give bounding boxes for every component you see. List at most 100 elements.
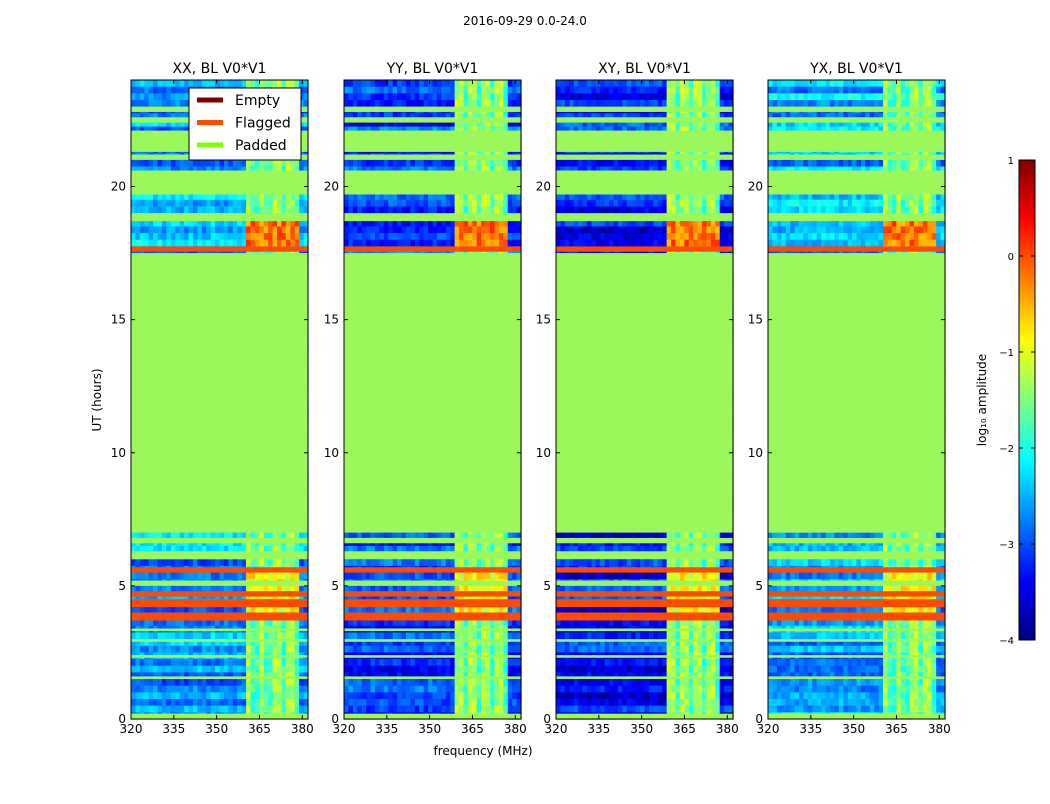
heatmap-cell	[158, 233, 163, 240]
heatmap-cell	[299, 206, 304, 213]
heatmap-cell	[490, 80, 495, 87]
heatmap-cell	[158, 659, 163, 666]
heatmap-cell	[233, 160, 238, 167]
heatmap-cell	[171, 699, 176, 706]
heatmap-cell	[264, 686, 269, 693]
heatmap-cell	[428, 226, 433, 233]
heatmap-cell	[402, 80, 407, 87]
heatmap-cell	[233, 233, 238, 240]
heatmap-cell	[220, 233, 225, 240]
heatmap-cell	[197, 679, 202, 686]
heatmap-cell	[250, 632, 255, 639]
heatmap-cell	[158, 559, 163, 566]
heatmap-cell	[189, 160, 194, 167]
heatmap-cell	[153, 559, 158, 566]
heatmap-cell	[366, 100, 371, 107]
heatmap-cell	[393, 226, 398, 233]
heatmap-cell	[144, 659, 149, 666]
heatmap-cell	[166, 233, 171, 240]
heatmap-cell	[237, 559, 242, 566]
heatmap-cell	[175, 87, 180, 94]
heatmap-cell	[255, 226, 260, 233]
heatmap-cell	[281, 706, 286, 713]
x-tick-label: 350	[205, 722, 228, 736]
region-band-padded	[131, 639, 308, 642]
heatmap-cell	[171, 226, 176, 233]
heatmap-cell	[388, 160, 393, 167]
heatmap-cell	[468, 100, 473, 107]
heatmap-cell	[477, 80, 482, 87]
heatmap-cell	[175, 233, 180, 240]
heatmap-cell	[290, 659, 295, 666]
heatmap-cell	[459, 100, 464, 107]
heatmap-cell	[149, 692, 154, 699]
heatmap-cell	[441, 160, 446, 167]
heatmap-cell	[131, 666, 136, 673]
heatmap-cell	[393, 87, 398, 94]
heatmap-cell	[419, 80, 424, 87]
heatmap-cell	[268, 646, 273, 653]
heatmap-cell	[250, 206, 255, 213]
heatmap-cell	[140, 100, 145, 107]
heatmap-cell	[437, 93, 442, 100]
heatmap-cell	[162, 200, 167, 207]
heatmap-cell	[135, 646, 140, 653]
heatmap-cell	[268, 659, 273, 666]
heatmap-cell	[153, 632, 158, 639]
heatmap-cell	[446, 160, 451, 167]
figure-title: 2016-09-29 0.0-24.0	[0, 14, 1050, 28]
heatmap-cell	[149, 666, 154, 673]
heatmap-cell	[512, 233, 517, 240]
heatmap-cell	[348, 226, 353, 233]
heatmap-cell	[237, 666, 242, 673]
heatmap-cell	[273, 679, 278, 686]
heatmap-cell	[281, 233, 286, 240]
heatmap-cell	[286, 679, 291, 686]
heatmap-cell	[468, 233, 473, 240]
heatmap-cell	[477, 100, 482, 107]
heatmap-cell	[197, 206, 202, 213]
heatmap-cell	[362, 93, 367, 100]
heatmap-cell	[259, 646, 264, 653]
heatmap-cell	[237, 692, 242, 699]
heatmap-cell	[286, 706, 291, 713]
heatmap-cell	[428, 80, 433, 87]
heatmap-cell	[175, 659, 180, 666]
heatmap-cell	[166, 666, 171, 673]
heatmap-cell	[202, 632, 207, 639]
heatmap-cell	[503, 100, 508, 107]
heatmap-cell	[277, 573, 282, 580]
heatmap-cell	[259, 80, 264, 87]
heatmap-cell	[406, 93, 411, 100]
heatmap-cell	[220, 666, 225, 673]
heatmap-cell	[189, 240, 194, 247]
heatmap-cell	[268, 679, 273, 686]
heatmap-cell	[193, 206, 198, 213]
heatmap-cell	[233, 206, 238, 213]
heatmap-cell	[193, 679, 198, 686]
heatmap-cell	[366, 200, 371, 207]
heatmap-cell	[171, 686, 176, 693]
heatmap-cell	[348, 160, 353, 167]
heatmap-cell	[224, 692, 229, 699]
heatmap-cell	[202, 559, 207, 566]
heatmap-cell	[171, 692, 176, 699]
heatmap-cell	[450, 226, 455, 233]
heatmap-cell	[490, 240, 495, 247]
heatmap-cell	[415, 233, 420, 240]
heatmap-cell	[135, 93, 140, 100]
heatmap-cell	[264, 666, 269, 673]
heatmap-cell	[228, 573, 233, 580]
heatmap-cell	[264, 646, 269, 653]
heatmap-cell	[397, 100, 402, 107]
heatmap-cell	[264, 240, 269, 247]
heatmap-cell	[140, 200, 145, 207]
heatmap-cell	[388, 80, 393, 87]
heatmap-cell	[446, 100, 451, 107]
heatmap-cell	[211, 200, 216, 207]
heatmap-cell	[481, 160, 486, 167]
heatmap-cell	[468, 160, 473, 167]
heatmap-cell	[264, 699, 269, 706]
heatmap-cell	[299, 692, 304, 699]
heatmap-cell	[295, 206, 300, 213]
